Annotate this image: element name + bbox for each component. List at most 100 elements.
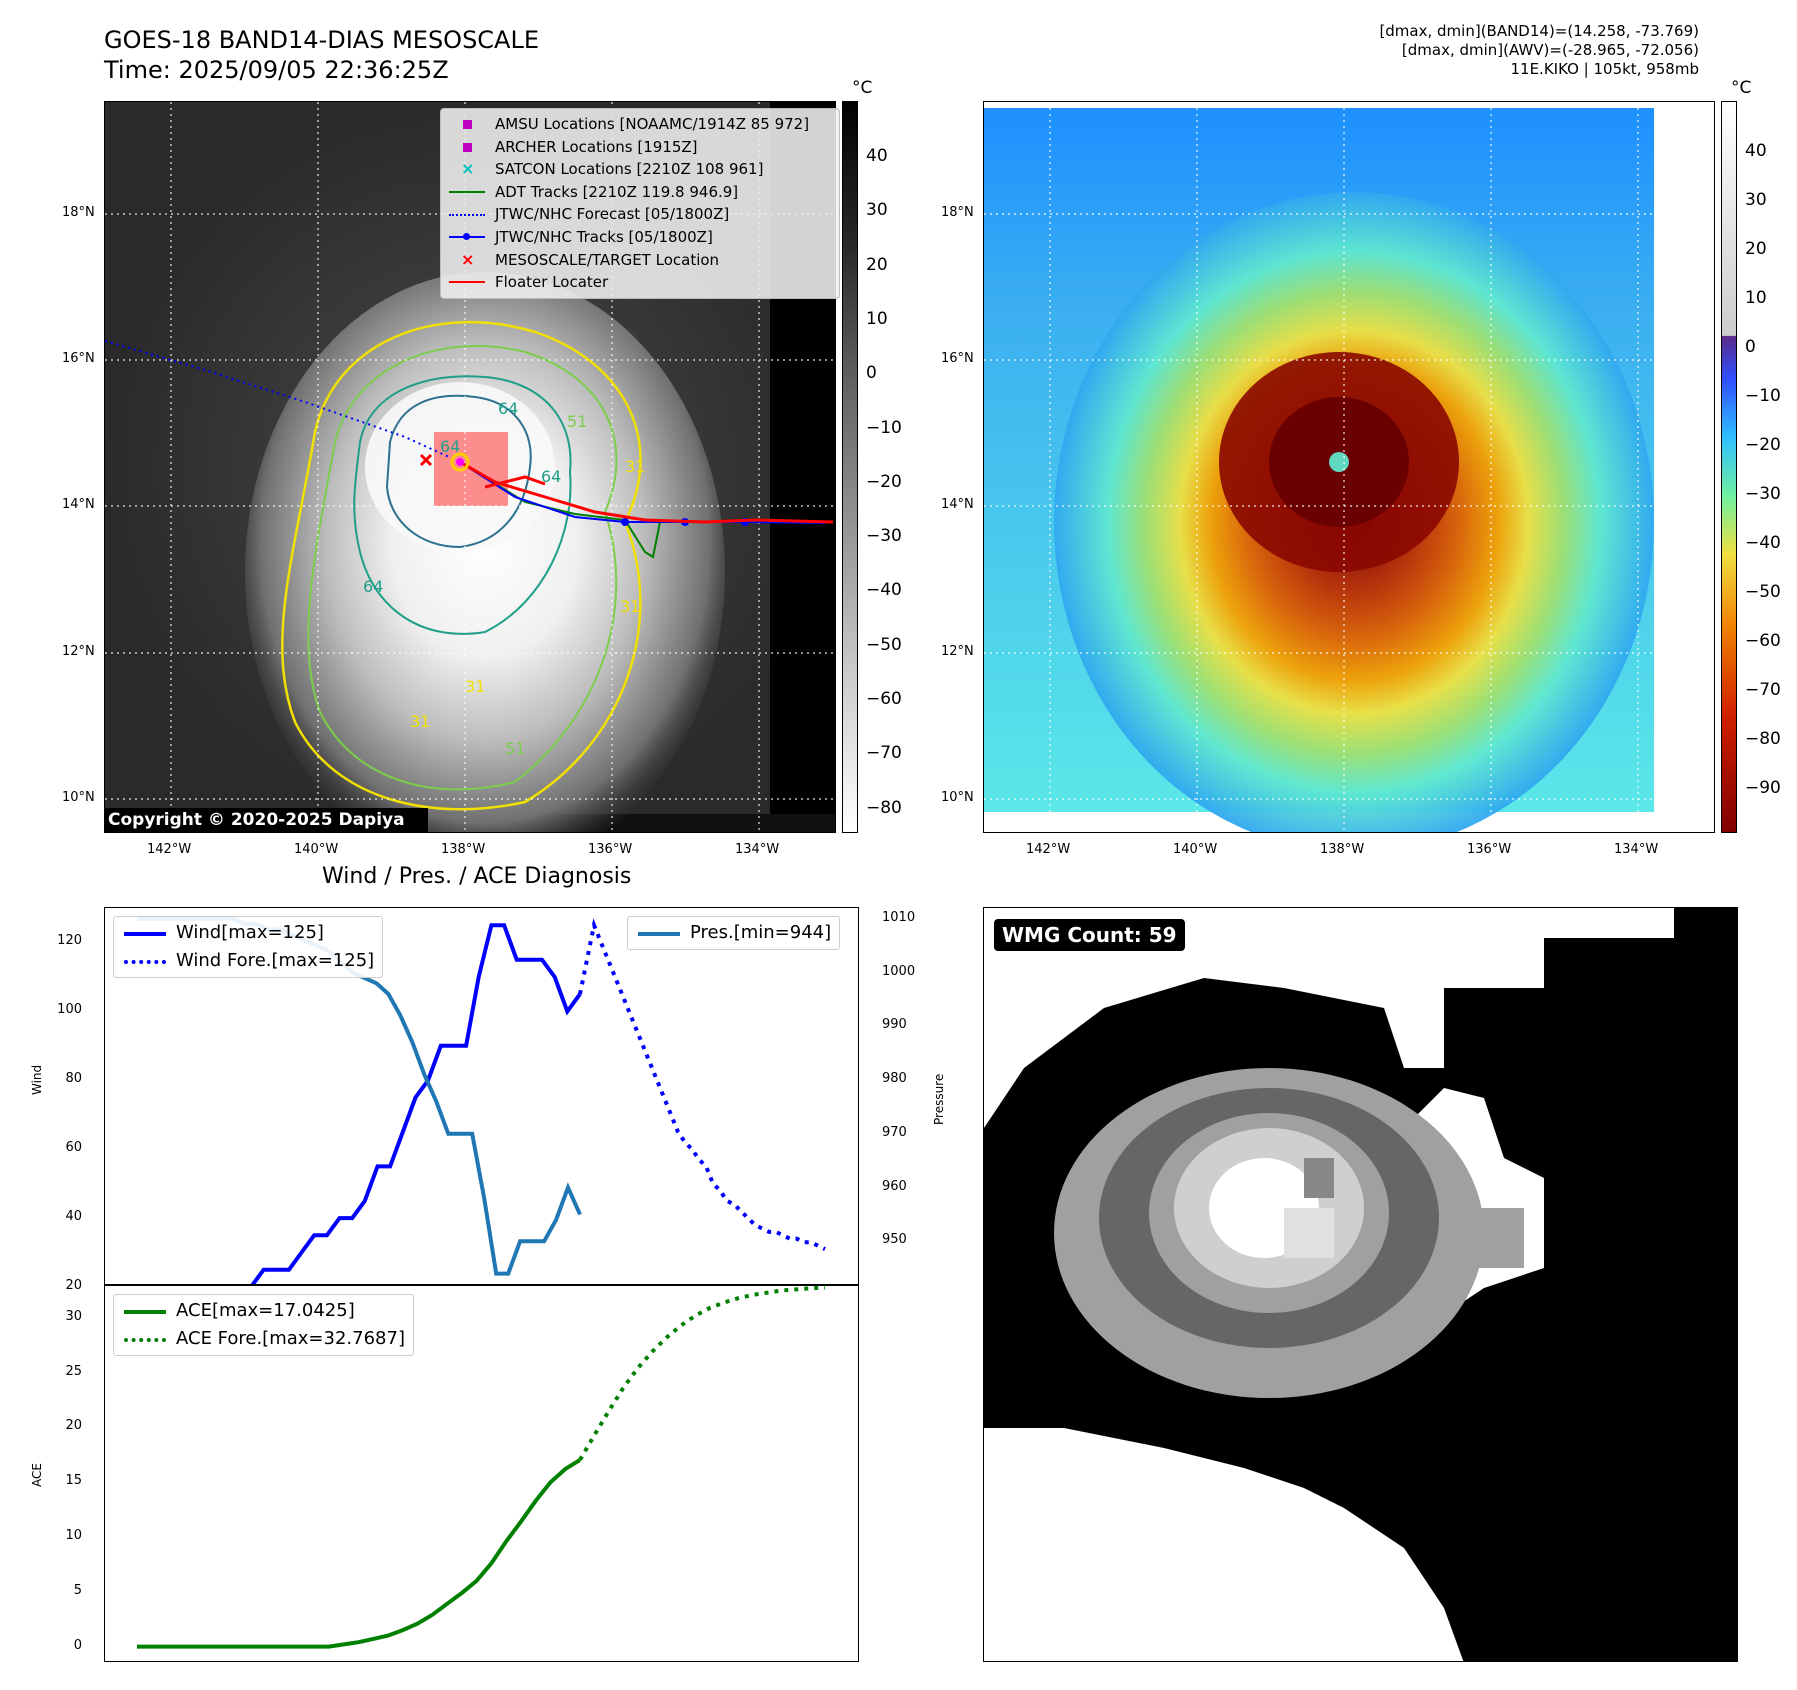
contour-label: 64 <box>440 437 460 456</box>
axis-tick-label: 30 <box>65 1308 82 1324</box>
lat-tick: 16°N <box>62 351 95 366</box>
legend-wind-forecast: Wind Fore.[max=125] <box>122 947 374 975</box>
axis-tick-label: 990 <box>882 1017 907 1033</box>
lat-tick: 10°N <box>62 790 95 805</box>
ace-panel <box>104 1284 859 1662</box>
colorbar-tick-label: 30 <box>866 200 888 221</box>
axis-tick-label: 980 <box>882 1071 907 1087</box>
axis-tick-label: 60 <box>65 1140 82 1156</box>
wind-forecast-series-line <box>578 918 826 1251</box>
lon-tick: 134°W <box>735 842 780 857</box>
legend-amsu: AMSU Locations [NOAAMC/1914Z 85 972] <box>447 113 831 136</box>
legend-target: × MESOSCALE/TARGET Location <box>447 249 831 272</box>
wind-legend: Wind[max=125] Wind Fore.[max=125] <box>113 916 384 978</box>
wmg-grid <box>984 908 1737 1661</box>
axis-tick-label: 1010 <box>882 909 916 925</box>
amsu-marker <box>456 458 464 466</box>
map-legend: AMSU Locations [NOAAMC/1914Z 85 972] ARC… <box>440 108 840 299</box>
contour-label: 31 <box>620 597 640 616</box>
axis-tick-label: 20 <box>65 1278 82 1293</box>
contour-label: 51 <box>567 412 587 431</box>
colorbar-tick-label: −30 <box>866 526 902 547</box>
map-time: Time: 2025/09/05 22:36:25Z <box>104 56 449 84</box>
pressure-legend: Pres.[min=944] <box>627 916 841 950</box>
diag-title: Wind / Pres. / ACE Diagnosis <box>322 864 632 889</box>
contour-label: 64 <box>541 467 561 486</box>
lon-tick: 136°W <box>1467 842 1512 857</box>
colorbar-tick-label: −20 <box>866 471 902 492</box>
dotted-line-icon <box>447 207 487 223</box>
square-icon <box>447 116 487 132</box>
axis-tick-label: 120 <box>57 933 82 949</box>
gray-colorbar <box>842 101 858 833</box>
axis-tick-label: 40 <box>65 1209 82 1225</box>
colorbar-tick-label: −90 <box>1745 778 1781 798</box>
storm-eye <box>1329 452 1349 472</box>
lon-tick: 140°W <box>294 842 339 857</box>
lon-tick: 138°W <box>441 842 486 857</box>
legend-ace: ACE[max=17.0425] <box>122 1297 405 1325</box>
map-title: GOES-18 BAND14-DIAS MESOSCALE <box>104 26 540 54</box>
wind-series-line <box>137 923 582 1285</box>
colorbar-tick-label: −40 <box>866 580 902 601</box>
line-icon <box>447 274 487 290</box>
colorbar-tick-label: −50 <box>1745 582 1781 602</box>
colorbar-tick-label: −60 <box>1745 631 1781 651</box>
lon-tick: 136°W <box>588 842 633 857</box>
axis-tick-label: 80 <box>65 1071 82 1087</box>
info-band14: [dmax, dmin](BAND14)=(14.258, -73.769) <box>1379 22 1699 40</box>
axis-tick-label: 960 <box>882 1178 907 1194</box>
lon-tick: 134°W <box>1614 842 1659 857</box>
floater-locater-track <box>459 460 834 524</box>
contour-blue <box>385 394 532 549</box>
axis-tick-label: 0 <box>73 1637 82 1653</box>
line-icon <box>447 184 487 200</box>
legend-pressure: Pres.[min=944] <box>636 919 831 947</box>
colorbar-tick-label: −20 <box>1745 435 1781 455</box>
legend-jtwc: JTWC/NHC Tracks [05/1800Z] <box>447 226 831 249</box>
lon-tick: 142°W <box>1026 842 1071 857</box>
legend-wind: Wind[max=125] <box>122 919 374 947</box>
colorbar-tick-label: −70 <box>866 743 902 764</box>
axis-tick-label: 15 <box>65 1473 82 1489</box>
line-dot-icon <box>447 229 487 245</box>
colorbar-tick-label: −70 <box>1745 680 1781 700</box>
lat-tick: 18°N <box>62 205 95 220</box>
lat-tick: 14°N <box>941 497 974 512</box>
dotted-line-icon <box>122 954 168 968</box>
colorbar-tick-label: 40 <box>866 146 888 166</box>
lat-tick: 16°N <box>941 351 974 366</box>
lon-tick: 140°W <box>1173 842 1218 857</box>
lat-tick: 14°N <box>62 497 95 512</box>
colorbar-tick-label: 30 <box>1745 190 1767 210</box>
line-icon <box>122 1304 168 1318</box>
axis-tick-label: 10 <box>65 1528 82 1543</box>
colorbar-tick-label: 0 <box>1745 337 1756 357</box>
legend-satcon: × SATCON Locations [2210Z 108 961] <box>447 158 831 181</box>
contour-teal <box>353 375 572 635</box>
jtwc-track-point <box>621 518 629 526</box>
colorbar-tick-label: 10 <box>1745 288 1767 308</box>
legend-archer: ARCHER Locations [1915Z] <box>447 136 831 159</box>
lon-tick: 138°W <box>1320 842 1365 857</box>
gray-colorbar-unit: °C <box>852 78 873 98</box>
legend-adt: ADT Tracks [2210Z 119.8 946.9] <box>447 181 831 204</box>
line-icon <box>636 926 682 940</box>
color-map <box>984 102 1714 832</box>
axis-tick-label: 1000 <box>882 963 916 979</box>
axis-tick-label: 25 <box>65 1363 82 1379</box>
info-storm: 11E.KIKO | 105kt, 958mb <box>1510 60 1699 78</box>
contour-label: 31 <box>410 712 430 731</box>
dotted-line-icon <box>122 1332 168 1346</box>
colorbar-tick-label: −60 <box>866 689 902 709</box>
pressure-ylabel: Pressure <box>932 1073 946 1125</box>
axis-tick-label: 950 <box>882 1232 907 1248</box>
color-map-panel <box>983 101 1715 833</box>
colorbar-tick-label: −80 <box>1745 729 1781 749</box>
colorbar-tick-label: −40 <box>1745 533 1781 553</box>
color-colorbar <box>1721 101 1737 833</box>
lon-tick: 142°W <box>147 842 192 857</box>
copyright: Copyright © 2020-2025 Dapiya <box>104 808 428 832</box>
colorbar-tick-label: −10 <box>866 417 902 438</box>
ace-forecast-series-line <box>578 1285 826 1461</box>
